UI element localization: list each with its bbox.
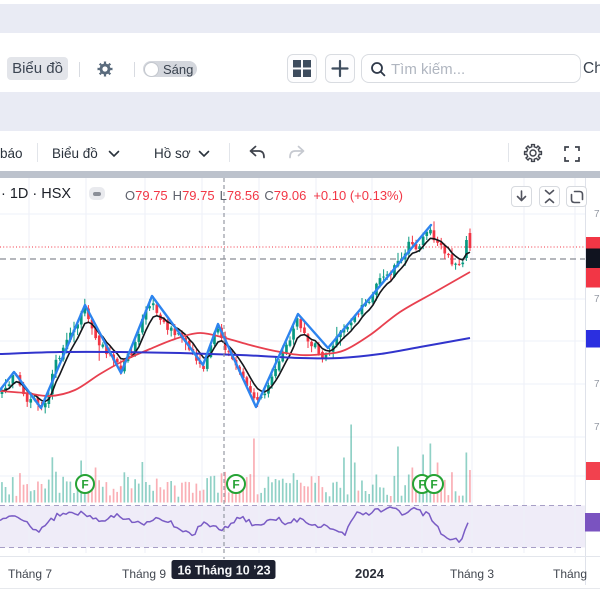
svg-text:Tháng 7: Tháng 7 <box>8 567 52 581</box>
svg-text:76: 76 <box>594 294 600 305</box>
svg-text:F: F <box>232 478 239 492</box>
svg-text:Tháng 9: Tháng 9 <box>122 567 166 581</box>
svg-text:Tháng 3: Tháng 3 <box>450 567 494 581</box>
svg-text:F: F <box>81 478 88 492</box>
svg-text:F: F <box>418 478 425 492</box>
svg-text:Tháng: Tháng <box>553 567 587 581</box>
svg-text:79: 79 <box>594 209 600 220</box>
svg-text:F: F <box>430 478 437 492</box>
svg-text:2024: 2024 <box>355 566 385 581</box>
svg-text:73: 73 <box>594 379 600 390</box>
svg-text:16 Tháng 10 ’23: 16 Tháng 10 ’23 <box>177 564 270 578</box>
svg-text:72: 72 <box>594 422 600 433</box>
